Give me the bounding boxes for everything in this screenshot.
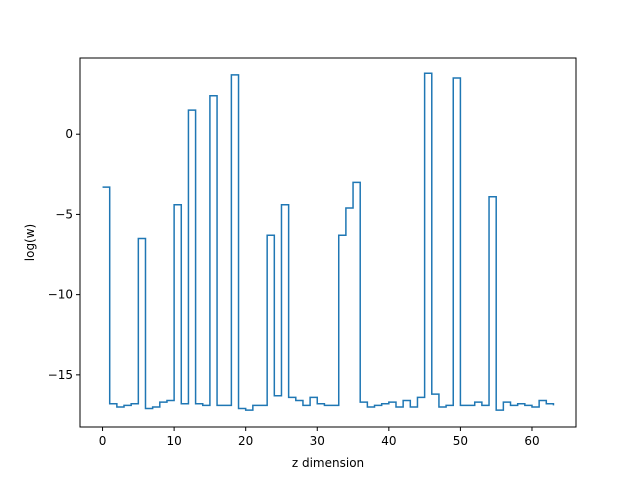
x-tick-label: 60 — [524, 434, 539, 448]
series-line — [102, 72, 555, 411]
x-axis-label: z dimension — [292, 456, 364, 470]
x-tick-label: 0 — [99, 434, 107, 448]
x-tick-label: 10 — [166, 434, 181, 448]
y-tick-label: 0 — [65, 127, 73, 141]
y-tick-label: −5 — [55, 207, 73, 221]
axes-frame — [79, 57, 577, 428]
y-axis-label: log(w) — [23, 224, 37, 261]
x-axis-ticks: 0 10 20 30 40 50 60 — [99, 427, 540, 448]
x-tick-label: 30 — [310, 434, 325, 448]
y-tick-label: −15 — [48, 368, 73, 382]
x-tick-label: 50 — [453, 434, 468, 448]
x-tick-label: 20 — [238, 434, 253, 448]
y-tick-label: −10 — [48, 288, 73, 302]
y-axis-ticks: −15 −10 −5 0 — [48, 127, 80, 382]
x-tick-label: 40 — [381, 434, 396, 448]
plot-area — [102, 72, 555, 411]
